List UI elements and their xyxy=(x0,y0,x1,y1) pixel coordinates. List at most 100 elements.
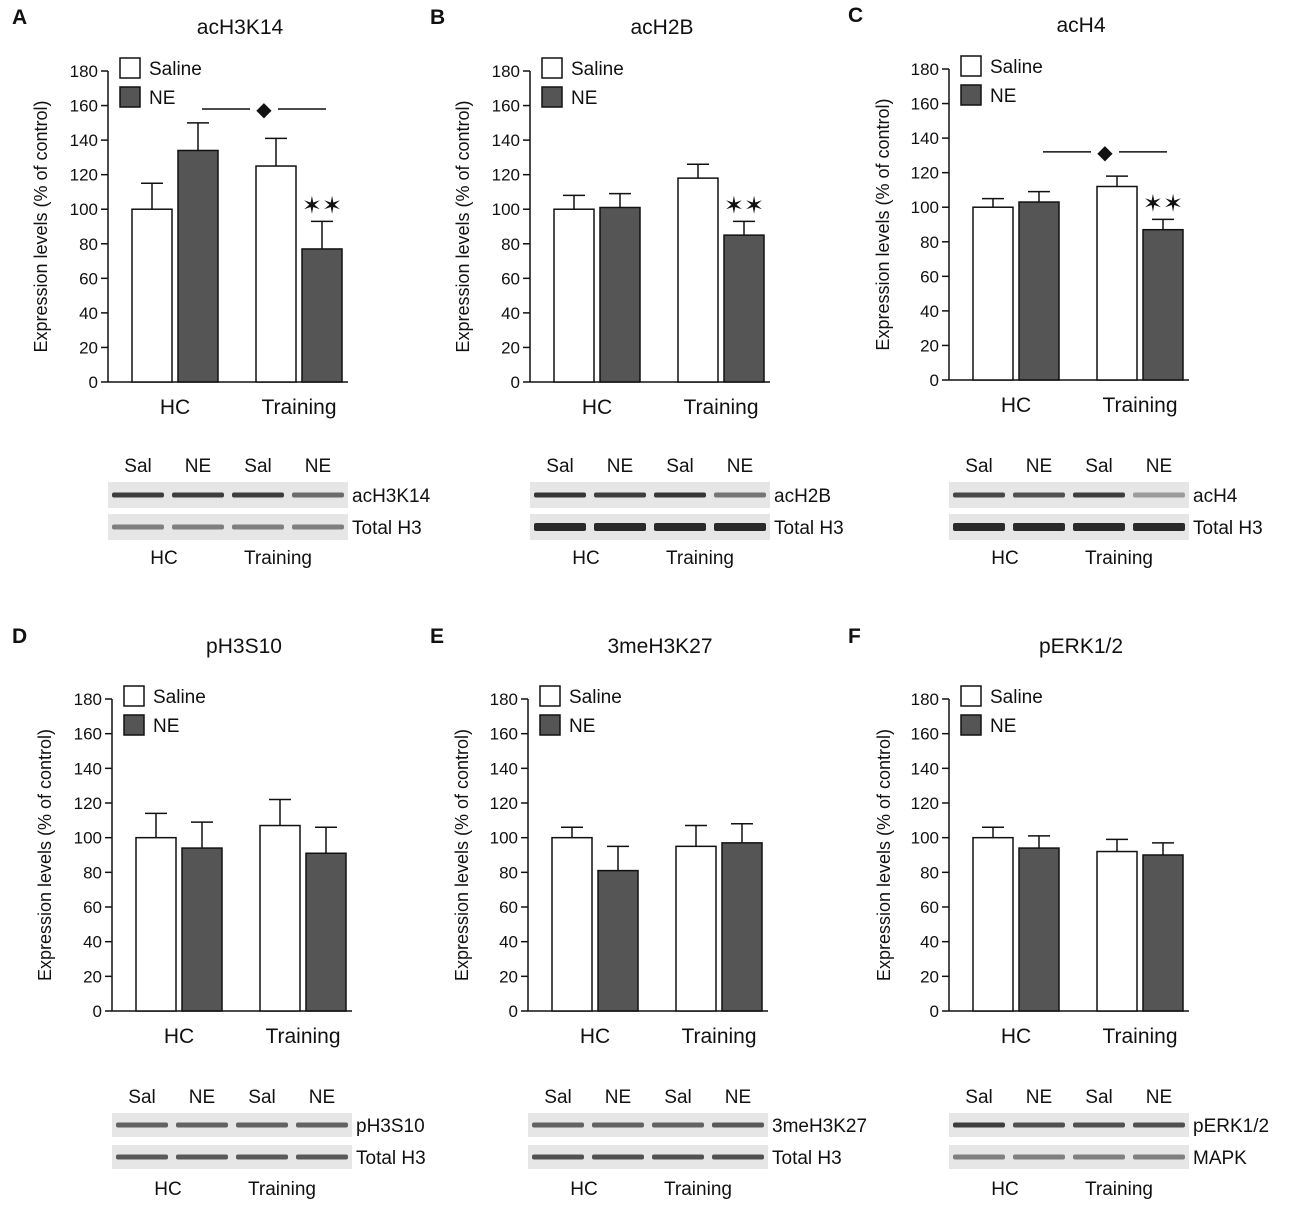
y-axis-label: Expression levels (% of control) xyxy=(35,729,55,981)
legend-label-saline: Saline xyxy=(990,687,1043,708)
x-category-label: Training xyxy=(261,396,336,419)
diamond-marker: ◆ xyxy=(1097,142,1113,164)
panel-letter: A xyxy=(12,6,27,29)
blot-group-label: Training xyxy=(666,548,734,569)
y-tick-label: 140 xyxy=(911,129,939,148)
blot-group-label: Training xyxy=(664,1179,732,1200)
y-tick-label: 100 xyxy=(911,198,939,217)
bar-ne-training xyxy=(723,234,765,383)
legend-swatch-saline xyxy=(539,685,561,707)
western-blot: Sal NE Sal NE pERK1/2 MAPK HC Training xyxy=(949,1087,1269,1200)
blot-band xyxy=(594,523,646,531)
panel-title: pH3S10 xyxy=(206,635,282,658)
y-tick-label: 80 xyxy=(501,235,520,254)
western-blot: Sal NE Sal NE acH4 Total H3 HC Training xyxy=(949,456,1263,569)
lane-label: NE xyxy=(1146,1087,1172,1108)
panel-title: acH2B xyxy=(630,16,693,39)
bar-saline-hc xyxy=(972,836,1014,1012)
y-tick-label: 40 xyxy=(499,933,518,952)
y-tick-label: 100 xyxy=(74,829,102,848)
y-tick-label: 20 xyxy=(501,338,520,357)
bar-ne-hc xyxy=(1018,201,1060,381)
y-tick-label: 80 xyxy=(499,863,518,882)
y-tick-label: 20 xyxy=(499,967,518,986)
bar-saline-training xyxy=(1096,185,1138,381)
x-category-label: HC xyxy=(580,1025,610,1048)
blot-band xyxy=(116,1122,168,1128)
lane-label: Sal xyxy=(965,456,992,477)
lane-label: Sal xyxy=(666,456,693,477)
y-tick-label: 40 xyxy=(79,304,98,323)
blot-row-label: acH3K14 xyxy=(352,486,431,507)
y-axis-label: Expression levels (% of control) xyxy=(453,100,473,352)
y-tick-label: 120 xyxy=(911,794,939,813)
blot-group-label: HC xyxy=(572,548,599,569)
y-tick-label: 0 xyxy=(509,1002,518,1021)
lane-label: Sal xyxy=(664,1087,691,1108)
y-axis-label: Expression levels (% of control) xyxy=(874,729,894,981)
legend-label-ne: NE xyxy=(990,716,1016,737)
diamond-marker: ◆ xyxy=(256,99,272,121)
y-tick-label: 20 xyxy=(79,338,98,357)
x-category-label: HC xyxy=(1001,1025,1031,1048)
blot-group-label: HC xyxy=(991,548,1018,569)
y-tick-label: 0 xyxy=(930,1002,939,1021)
x-category-label: Training xyxy=(265,1025,340,1048)
panel-title: 3meH3K27 xyxy=(607,635,712,658)
legend-label-ne: NE xyxy=(569,716,595,737)
y-tick-label: 40 xyxy=(83,933,102,952)
bar-saline-hc xyxy=(553,208,595,383)
blot-band xyxy=(953,492,1005,498)
blot-band xyxy=(953,1154,1005,1160)
blot-band xyxy=(1073,523,1125,531)
y-tick-label: 120 xyxy=(911,164,939,183)
y-tick-label: 20 xyxy=(83,967,102,986)
y-tick-label: 60 xyxy=(79,269,98,288)
y-tick-label: 0 xyxy=(89,373,98,392)
y-tick-label: 20 xyxy=(920,967,939,986)
blot-row-label: Total H3 xyxy=(1193,518,1263,539)
blot-group-label: Training xyxy=(1085,548,1153,569)
y-tick-label: 180 xyxy=(74,690,102,709)
blot-row-label: 3meH3K27 xyxy=(772,1116,867,1137)
blot-band xyxy=(176,1122,228,1128)
legend-swatch-saline xyxy=(541,57,563,79)
legend-label-saline: Saline xyxy=(153,687,206,708)
y-tick-label: 120 xyxy=(492,166,520,185)
blot-band xyxy=(652,1122,704,1128)
bar-saline-hc xyxy=(135,836,177,1012)
y-tick-label: 140 xyxy=(490,759,518,778)
bar-ne-training xyxy=(301,248,343,383)
significance-stars: ✶✶ xyxy=(302,192,342,219)
lane-label: Sal xyxy=(1085,1087,1112,1108)
western-blot: Sal NE Sal NE acH2B Total H3 HC Training xyxy=(530,456,844,569)
blot-band xyxy=(116,1154,168,1160)
panel-title: acH4 xyxy=(1056,14,1105,37)
blot-band xyxy=(532,1154,584,1160)
bar-saline-training xyxy=(259,824,301,1012)
y-tick-label: 160 xyxy=(70,97,98,116)
lane-label: Sal xyxy=(544,1087,571,1108)
blot-row-label: pERK1/2 xyxy=(1193,1116,1269,1137)
y-tick-label: 180 xyxy=(911,690,939,709)
blot-band xyxy=(236,1154,288,1160)
legend-label-saline: Saline xyxy=(149,59,202,80)
blot-band xyxy=(712,1154,764,1160)
y-tick-label: 0 xyxy=(511,373,520,392)
x-category-label: Training xyxy=(681,1025,756,1048)
y-axis-label: Expression levels (% of control) xyxy=(31,100,51,352)
y-tick-label: 60 xyxy=(920,898,939,917)
y-tick-label: 100 xyxy=(492,200,520,219)
lane-label: Sal xyxy=(546,456,573,477)
blot-band xyxy=(594,492,646,498)
blot-band xyxy=(1133,1154,1185,1160)
legend-swatch-saline xyxy=(960,685,982,707)
panel-letter: B xyxy=(430,6,445,29)
lane-label: NE xyxy=(189,1087,215,1108)
y-tick-label: 60 xyxy=(499,898,518,917)
western-blot: Sal NE Sal NE 3meH3K27 Total H3 HC Training xyxy=(528,1087,867,1200)
legend-swatch-saline xyxy=(960,55,982,77)
y-tick-label: 140 xyxy=(911,759,939,778)
